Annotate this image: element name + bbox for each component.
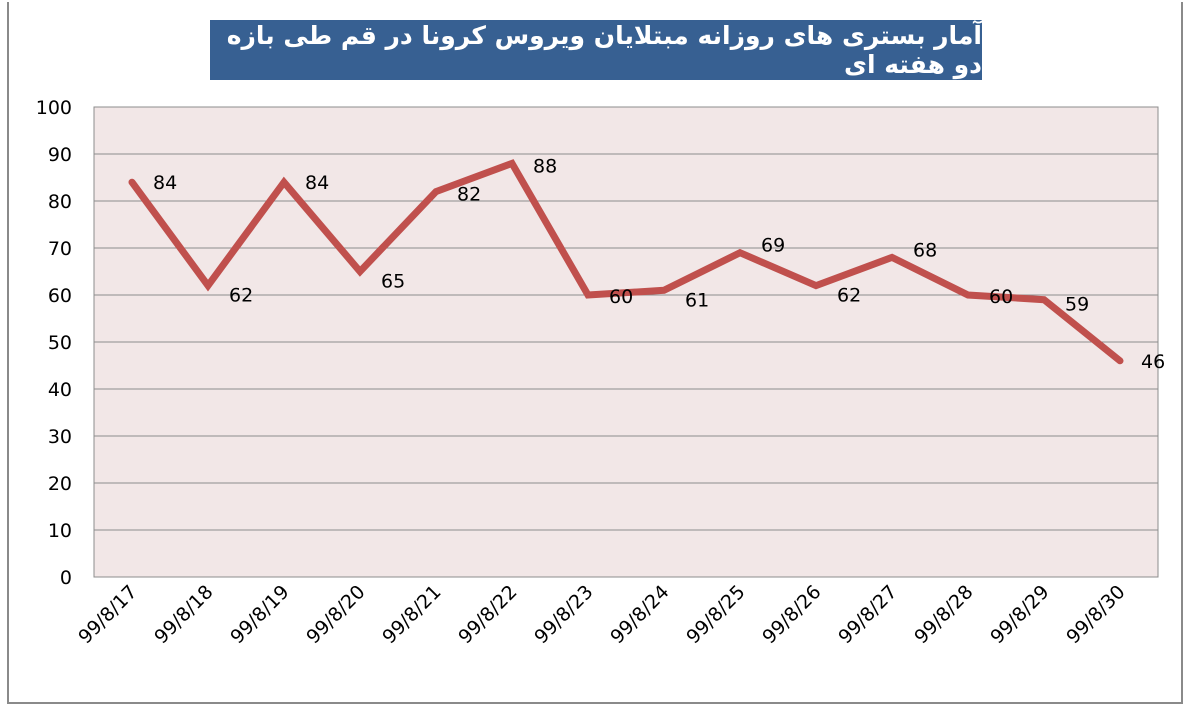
y-tick-label: 80 [48,191,72,213]
chart-frame [7,2,1183,704]
data-label: 46 [1141,351,1165,373]
y-tick-label: 100 [36,97,72,119]
y-tick-label: 0 [60,567,72,589]
y-tick-label: 60 [48,285,72,307]
y-tick-label: 20 [48,473,72,495]
data-label: 62 [837,285,861,307]
y-tick-label: 70 [48,238,72,260]
y-tick-label: 40 [48,379,72,401]
x-tick-label: 99/8/27 [834,581,901,648]
data-label: 88 [533,155,557,177]
chart-title: آمار بستری های روزانه مبتلایان ویروس کرو… [210,20,982,80]
x-tick-label: 99/8/24 [606,581,673,648]
data-label: 84 [153,172,177,194]
data-label: 82 [457,184,481,206]
x-tick-label: 99/8/29 [986,581,1053,648]
data-label: 69 [761,235,785,257]
x-tick-label: 99/8/19 [226,581,293,648]
data-label: 61 [685,289,709,311]
x-tick-label: 99/8/28 [910,581,977,648]
x-tick-label: 99/8/30 [1062,581,1129,648]
data-label: 84 [305,172,329,194]
y-tick-label: 10 [48,520,72,542]
plot-border [93,106,1159,578]
data-label: 60 [609,286,633,308]
x-tick-label: 99/8/25 [682,581,749,648]
data-label: 68 [913,239,937,261]
x-tick-label: 99/8/22 [454,581,521,648]
x-tick-label: 99/8/21 [378,581,445,648]
y-tick-label: 50 [48,332,72,354]
y-tick-label: 30 [48,426,72,448]
x-tick-label: 99/8/20 [302,581,369,648]
data-label: 65 [381,271,405,293]
y-tick-label: 90 [48,144,72,166]
series-line [128,159,1124,365]
data-label: 59 [1065,294,1089,316]
data-label: 60 [989,286,1013,308]
data-label: 62 [229,285,253,307]
x-tick-label: 99/8/23 [530,581,597,648]
x-tick-label: 99/8/26 [758,581,825,648]
x-tick-label: 99/8/18 [150,581,217,648]
x-tick-label: 99/8/17 [74,581,141,648]
